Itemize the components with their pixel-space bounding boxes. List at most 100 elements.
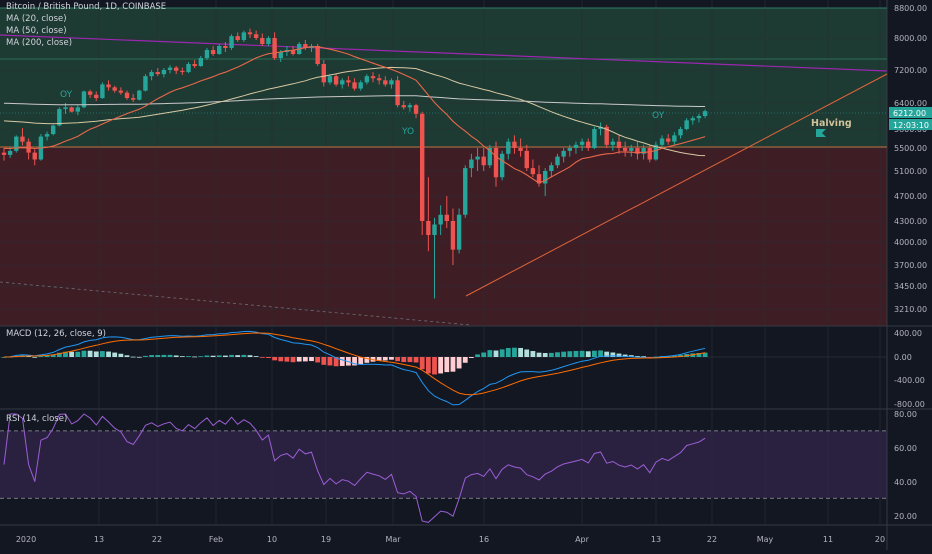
macd-histogram-bar bbox=[327, 357, 333, 366]
candle-body bbox=[143, 76, 148, 91]
candle-body bbox=[155, 72, 160, 75]
oy-label: OY bbox=[60, 90, 73, 100]
macd-histogram-bar bbox=[536, 352, 542, 357]
macd-histogram-bar bbox=[32, 356, 38, 358]
macd-histogram-bar bbox=[112, 352, 118, 357]
macd-legend[interactable]: MACD (12, 26, close, 9) bbox=[6, 329, 106, 339]
candle-body bbox=[44, 134, 50, 137]
macd-histogram-bar bbox=[561, 351, 567, 357]
macd-histogram-bar bbox=[155, 355, 161, 357]
macd-histogram-bar bbox=[487, 350, 493, 357]
macd-histogram-bar bbox=[358, 357, 364, 365]
time-tick-label: Feb bbox=[209, 535, 223, 544]
macd-histogram-bar bbox=[296, 357, 302, 362]
macd-histogram-bar bbox=[143, 355, 148, 357]
resistance-trendline bbox=[0, 34, 888, 72]
macd-histogram-bar bbox=[204, 355, 210, 357]
macd-histogram-bar bbox=[161, 354, 167, 357]
macd-histogram-bar bbox=[438, 357, 444, 374]
macd-tick-label: 400.00 bbox=[894, 329, 922, 338]
candle-body bbox=[315, 46, 320, 64]
macd-histogram-bar bbox=[444, 357, 450, 373]
candle-body bbox=[352, 82, 357, 89]
candle-body bbox=[235, 36, 240, 40]
candle-body bbox=[506, 141, 511, 154]
macd-histogram-bar bbox=[216, 355, 222, 357]
candle-body bbox=[463, 168, 468, 215]
candle-body bbox=[524, 150, 529, 169]
countdown-label: 12:03:10 bbox=[893, 121, 929, 130]
candlestick-series bbox=[1, 28, 708, 299]
yo-label: YO bbox=[401, 127, 414, 137]
macd-histogram-bar bbox=[247, 355, 253, 357]
moving-averages bbox=[3, 46, 706, 184]
candle-body bbox=[14, 136, 19, 151]
macd-histogram-bar bbox=[75, 351, 81, 357]
candle-body bbox=[278, 52, 283, 58]
ma50-legend[interactable]: MA (50, close) bbox=[6, 26, 67, 36]
candle-body bbox=[622, 148, 628, 151]
candle-body bbox=[130, 98, 136, 100]
macd-series bbox=[0, 330, 887, 406]
macd-histogram-bar bbox=[278, 357, 284, 362]
macd-histogram-bar bbox=[592, 350, 597, 357]
macd-histogram-bar bbox=[192, 356, 198, 358]
macd-histogram-bar bbox=[26, 356, 31, 357]
macd-histogram-bar bbox=[524, 349, 530, 357]
candle-body bbox=[407, 105, 413, 108]
macd-histogram-bar bbox=[149, 355, 154, 357]
candle-body bbox=[481, 156, 486, 166]
candle-body bbox=[161, 70, 167, 75]
macd-histogram-bar bbox=[407, 357, 413, 363]
macd-histogram-bar bbox=[585, 351, 591, 357]
candle-body bbox=[530, 168, 536, 175]
candle-body bbox=[432, 224, 437, 235]
macd-histogram-bar bbox=[548, 352, 554, 357]
macd-histogram-bar bbox=[530, 351, 536, 357]
time-tick-label: May bbox=[757, 535, 774, 544]
candle-body bbox=[57, 109, 62, 126]
macd-histogram-bar bbox=[432, 357, 437, 375]
candle-body bbox=[260, 38, 265, 44]
macd-histogram-bar bbox=[616, 353, 622, 357]
macd-histogram-bar bbox=[604, 351, 610, 357]
candle-body bbox=[647, 148, 652, 160]
macd-histogram-bar bbox=[610, 352, 616, 357]
red-zone bbox=[0, 148, 887, 326]
macd-histogram-bar bbox=[179, 356, 185, 357]
price-tick-label: 3700.00 bbox=[894, 261, 927, 270]
candle-body bbox=[210, 50, 216, 54]
axes: 8800.008000.007200.006400.005800.005500.… bbox=[16, 4, 932, 544]
macd-histogram-bar bbox=[186, 356, 191, 357]
ma50-line bbox=[3, 66, 706, 157]
candle-body bbox=[198, 58, 203, 66]
candle-body bbox=[413, 105, 419, 114]
macd-histogram-bar bbox=[622, 354, 628, 357]
price-tick-label: 6400.00 bbox=[894, 99, 927, 108]
macd-histogram-bar bbox=[253, 356, 259, 357]
price-tick-label: 4300.00 bbox=[894, 217, 927, 226]
macd-histogram-bar bbox=[198, 356, 204, 358]
price-tick-label: 7200.00 bbox=[894, 66, 927, 75]
rsi-tick-label: 20.00 bbox=[894, 512, 917, 521]
macd-histogram-bar bbox=[364, 357, 370, 363]
macd-histogram-bar bbox=[512, 347, 517, 357]
time-tick-label: 2020 bbox=[16, 535, 36, 544]
candle-body bbox=[364, 76, 370, 83]
macd-histogram-bar bbox=[290, 357, 296, 363]
candle-body bbox=[586, 141, 591, 148]
ma20-legend[interactable]: MA (20, close) bbox=[6, 14, 67, 24]
candle-body bbox=[75, 107, 80, 112]
candle-body bbox=[266, 38, 271, 44]
ma200-legend[interactable]: MA (200, close) bbox=[6, 38, 73, 48]
price-tick-label: 4000.00 bbox=[894, 238, 927, 247]
candle-body bbox=[666, 138, 671, 142]
last-price-tag bbox=[889, 107, 932, 118]
gridlines bbox=[0, 0, 887, 525]
macd-histogram-bar bbox=[475, 354, 480, 357]
candle-body bbox=[51, 125, 56, 135]
last-price-label: 6212.00 bbox=[893, 109, 926, 118]
rsi-legend[interactable]: RSI (14, close) bbox=[6, 414, 68, 424]
macd-histogram-bar bbox=[505, 347, 511, 357]
candle-body bbox=[469, 159, 474, 169]
